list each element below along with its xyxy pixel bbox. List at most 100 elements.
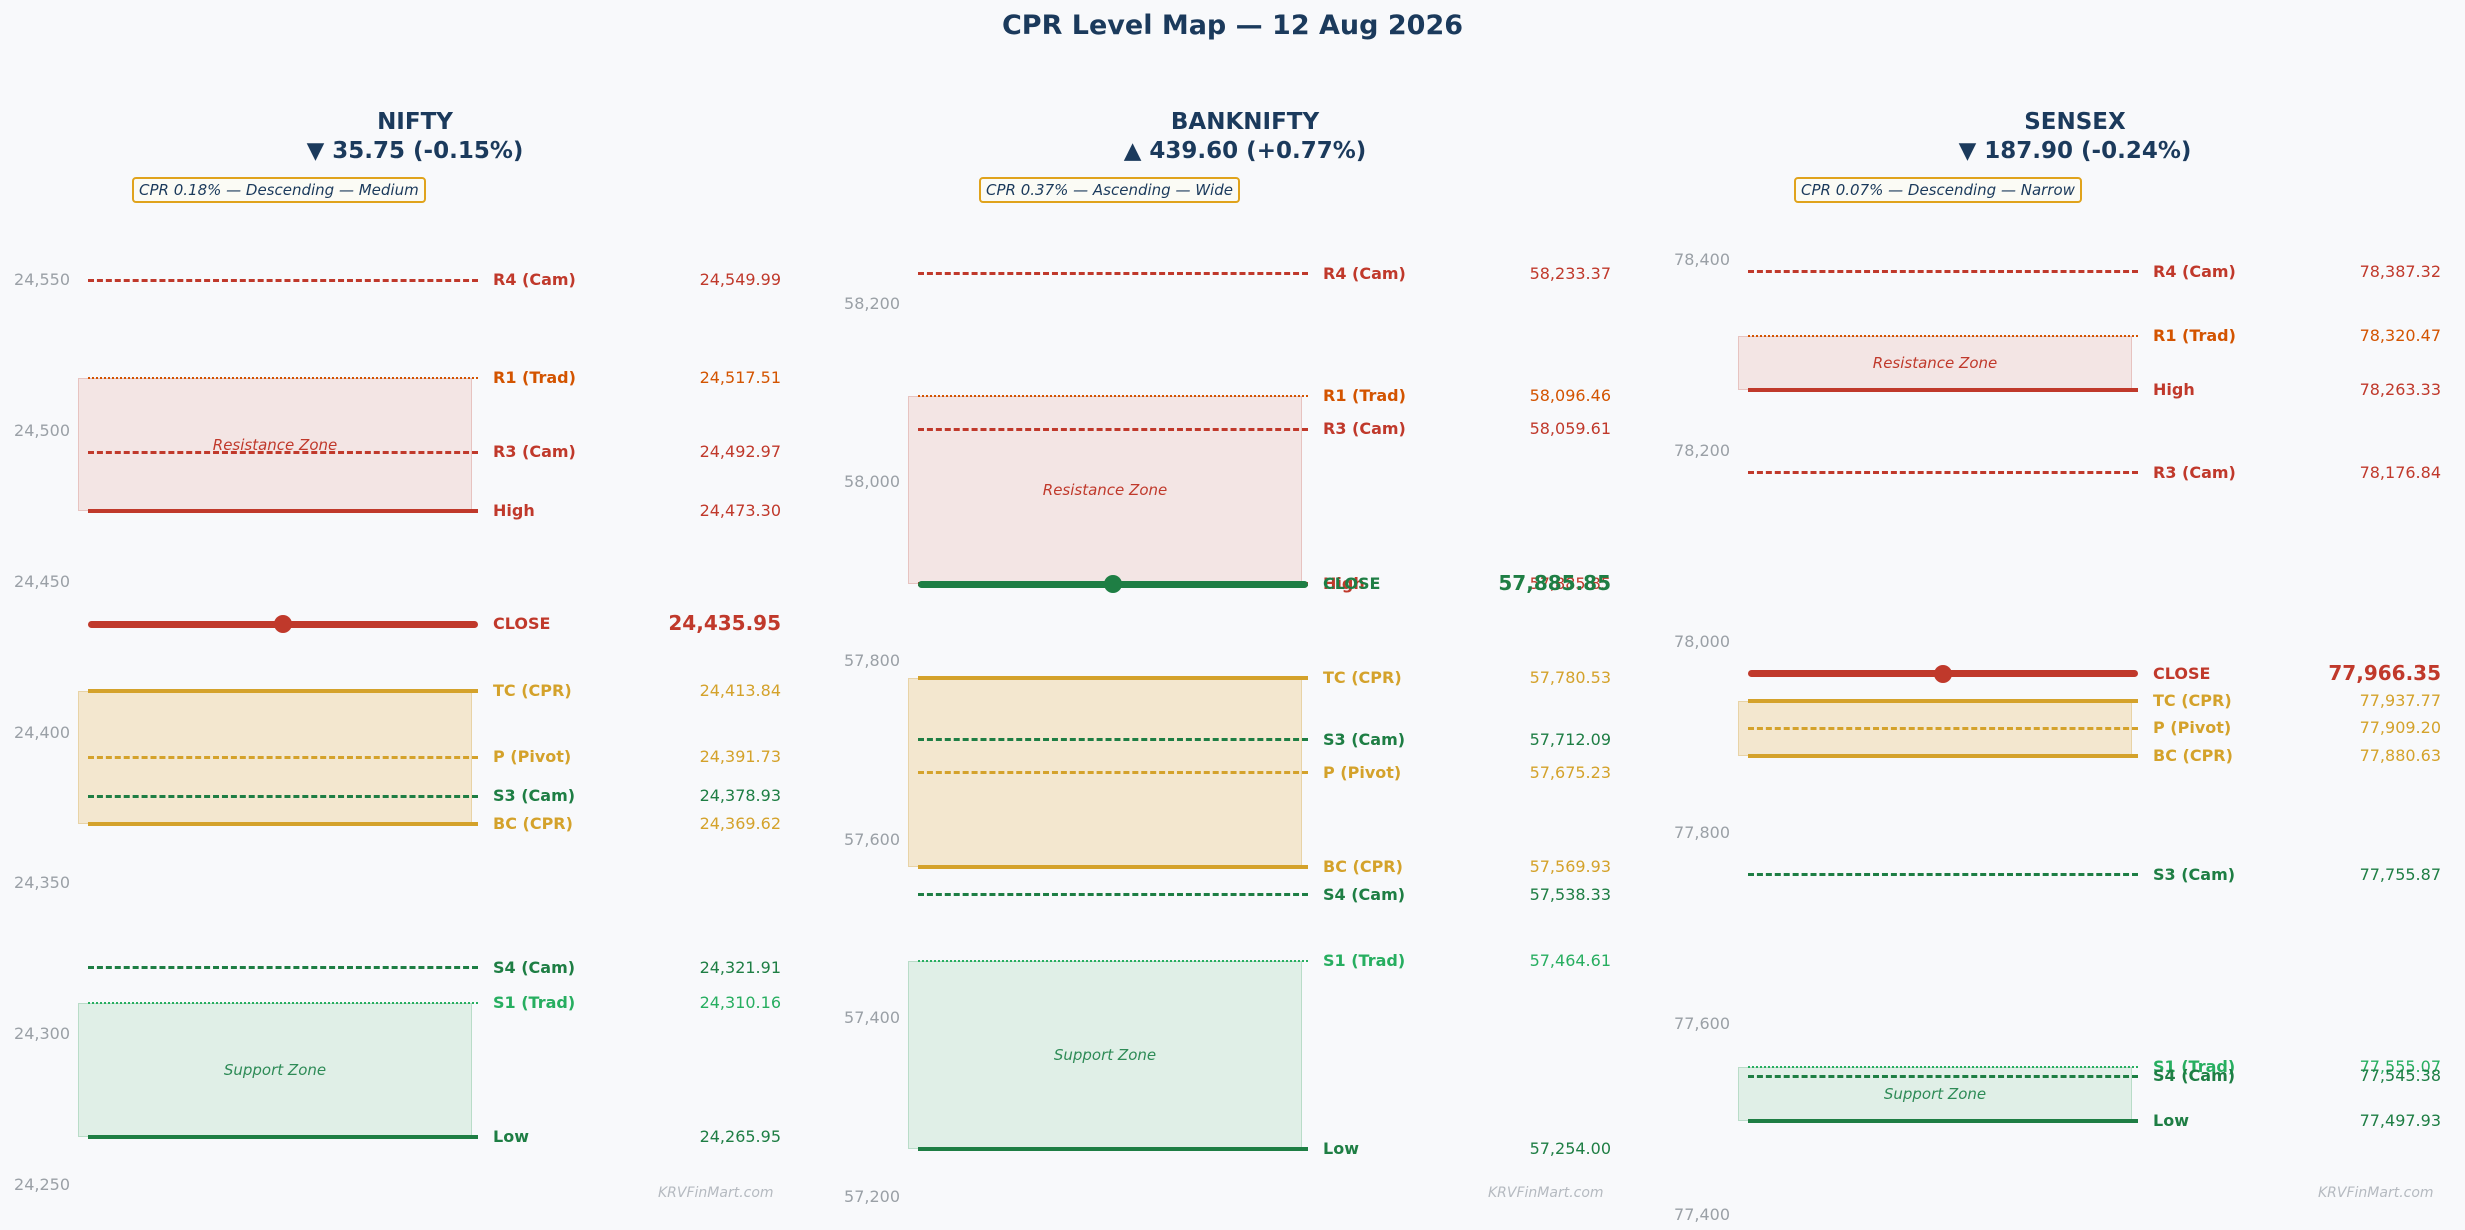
level-line [918,395,1308,398]
level-line [918,676,1308,681]
level-line [88,1134,478,1139]
panel-sensex: SENSEX ▼ 187.90 (-0.24%) CPR 0.07% — Des… [1660,0,2465,1230]
support-zone [908,960,1302,1149]
level-line [1748,873,2138,877]
level-label: High [2153,380,2195,400]
level-label: High [493,501,535,521]
level-label: R4 (Cam) [493,270,576,290]
close-marker [1104,575,1122,594]
level-line [1748,1065,2138,1068]
watermark: KRVFinMart.com [1488,1185,1604,1201]
zone-label: Support Zone [1053,1045,1157,1064]
level-label: P (Pivot) [2153,718,2232,738]
level-value: 77,545.38 [2359,1066,2441,1086]
level-line [918,893,1308,897]
level-label: TC (CPR) [2153,691,2232,711]
panel-title: BANKNIFTY ▲ 439.60 (+0.77%) [830,108,1660,166]
y-tick-label: 57,400 [844,1008,900,1028]
level-value: 57,254.00 [1529,1138,1611,1158]
level-line [88,377,478,380]
level-label: R3 (Cam) [2153,462,2236,482]
level-line [918,1146,1308,1151]
resistance-zone [78,378,472,512]
level-label: R1 (Trad) [1323,386,1406,406]
level-line [1748,699,2138,704]
y-tick-label: 78,200 [1674,440,1730,460]
y-tick-label: 24,350 [14,873,70,893]
zone-label: Support Zone [223,1061,327,1080]
panel-change: ▲ 439.60 (+0.77%) [1123,138,1367,164]
level-label: Low [493,1126,529,1146]
level-value: 57,675.23 [1529,762,1611,782]
level-value: 78,387.32 [2359,261,2441,281]
panel-change: ▼ 187.90 (-0.24%) [1958,138,2192,164]
y-tick-label: 58,200 [844,293,900,313]
level-line [88,794,478,798]
level-line [1748,270,2138,274]
level-line [1748,753,2138,758]
panel-index-name: NIFTY [377,109,453,135]
level-line [918,272,1308,276]
level-value: 57,885.85 [1498,571,1611,596]
level-line [918,959,1308,962]
panel-title: NIFTY ▼ 35.75 (-0.15%) [0,108,830,166]
level-line [88,688,478,693]
level-label: Low [2153,1111,2189,1131]
level-label: S3 (Cam) [2153,864,2236,884]
level-value: 57,712.09 [1529,729,1611,749]
level-value: 78,176.84 [2359,462,2441,482]
level-value: 57,538.33 [1529,884,1611,904]
level-line [1748,726,2138,730]
level-line [1748,1119,2138,1124]
y-tick-label: 78,000 [1674,631,1730,651]
level-label: P (Pivot) [493,747,572,767]
y-tick-label: 58,000 [844,472,900,492]
level-label: S3 (Cam) [493,786,576,806]
close-marker [1934,664,1952,683]
panel-index-name: BANKNIFTY [1170,109,1320,135]
close-marker [274,615,292,634]
level-line [1748,388,2138,393]
level-value: 24,435.95 [668,611,781,636]
level-line [88,509,478,514]
level-value: 24,391.73 [699,747,781,767]
y-tick-label: 57,200 [844,1187,900,1207]
level-value: 77,555.07 [2359,1056,2441,1076]
level-line [1748,471,2138,475]
zone-label: Resistance Zone [1042,481,1168,500]
level-label: TC (CPR) [1323,668,1402,688]
level-line [88,822,478,827]
level-label: S3 (Cam) [1323,729,1406,749]
level-label: R4 (Cam) [2153,261,2236,281]
level-value: 77,497.93 [2359,1111,2441,1131]
level-value: 24,413.84 [699,680,781,700]
cpr-badge: CPR 0.18% — Descending — Medium [132,177,426,203]
zone-label: Support Zone [1883,1085,1987,1104]
y-tick-label: 24,250 [14,1174,70,1194]
level-label: R4 (Cam) [1323,263,1406,283]
panel-index-name: SENSEX [2024,109,2126,135]
panel-change: ▼ 35.75 (-0.15%) [306,138,524,164]
level-value: 24,549.99 [699,270,781,290]
level-line [88,755,478,759]
level-label: TC (CPR) [493,680,572,700]
level-value: 24,378.93 [699,786,781,806]
y-tick-label: 24,550 [14,270,70,290]
level-label: CLOSE [1323,574,1381,594]
level-value: 24,492.97 [699,442,781,462]
y-tick-label: 24,450 [14,571,70,591]
level-value: 24,517.51 [699,368,781,388]
level-value: 24,321.91 [699,957,781,977]
zone-label: Resistance Zone [1872,353,1998,372]
cpr-badge: CPR 0.37% — Ascending — Wide [979,177,1240,203]
level-label: P (Pivot) [1323,762,1402,782]
level-value: 77,909.20 [2359,718,2441,738]
level-line [918,771,1308,774]
panel-nifty: NIFTY ▼ 35.75 (-0.15%) CPR 0.18% — Desce… [0,0,830,1230]
level-label: S1 (Trad) [1323,950,1406,970]
level-label: S4 (Cam) [493,957,576,977]
y-tick-label: 57,600 [844,829,900,849]
level-value: 77,755.87 [2359,864,2441,884]
level-value: 24,310.16 [699,993,781,1013]
level-value: 77,937.77 [2359,691,2441,711]
